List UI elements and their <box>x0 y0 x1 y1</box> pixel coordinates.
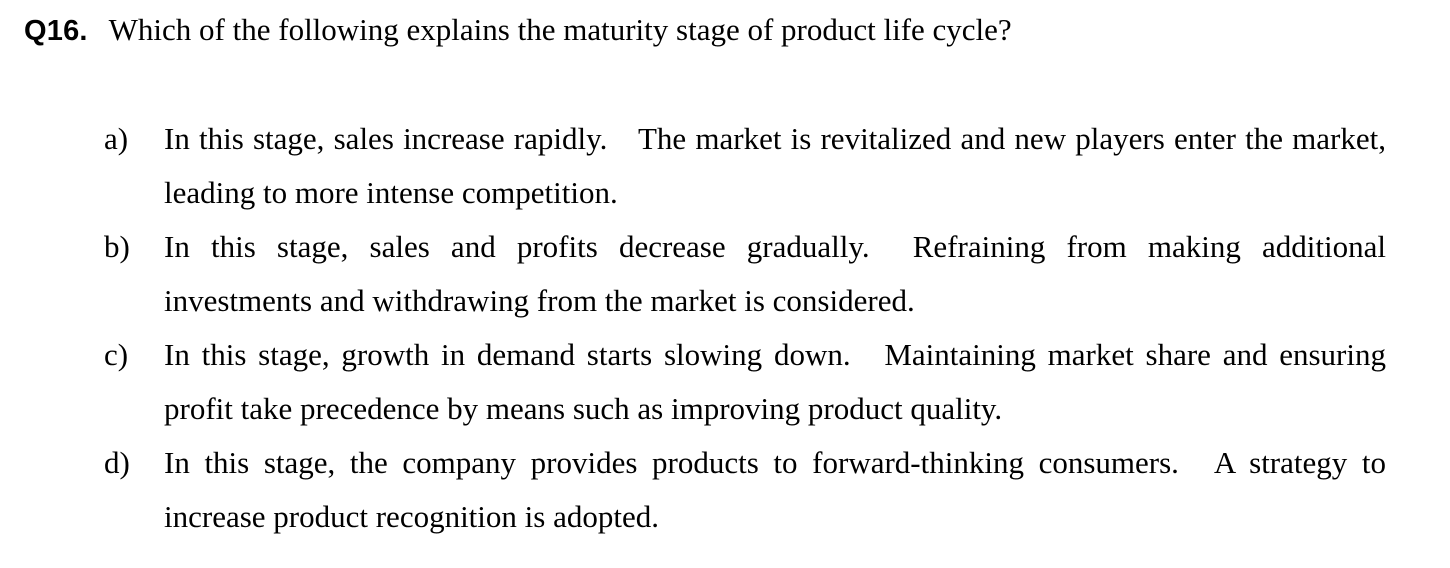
option-a-letter: a) <box>104 121 129 156</box>
question-number: Q16. <box>24 15 88 47</box>
option-c-sentence-2: Maintaining market share and ensuring pr… <box>164 337 1386 426</box>
option-d-sentence-2: A strategy to increase product recogniti… <box>164 445 1386 534</box>
option-a-sentence-1: In this stage, sales increase rapidly. <box>164 121 608 156</box>
answer-options: a) In this stage, sales increase rapidly… <box>104 112 1386 544</box>
option-d-sentence-1: In this stage, the company provides prod… <box>164 445 1179 480</box>
option-d-text: In this stage, the company provides prod… <box>164 436 1386 544</box>
option-c-sentence-1: In this stage, growth in demand starts s… <box>164 337 851 372</box>
question-text: Which of the following explains the matu… <box>108 12 1012 47</box>
question-header: Q16. Which of the following explains the… <box>24 12 1424 56</box>
option-d-letter: d) <box>104 445 130 480</box>
option-b-sentence-1: In this stage, sales and profits decreas… <box>164 229 870 264</box>
option-c-letter: c) <box>104 337 129 372</box>
option-c-text: In this stage, growth in demand starts s… <box>164 328 1386 436</box>
option-b-sentence-2: Refraining from making additional invest… <box>164 229 1386 318</box>
option-a-text: In this stage, sales increase rapidly. T… <box>164 112 1386 220</box>
option-b-text: In this stage, sales and profits decreas… <box>164 220 1386 328</box>
option-b-letter: b) <box>104 229 130 264</box>
option-a-sentence-2: The market is revitalized and new player… <box>164 121 1386 210</box>
option-d: d) In this stage, the company provides p… <box>104 436 1386 544</box>
option-b: b) In this stage, sales and profits decr… <box>104 220 1386 328</box>
option-c: c) In this stage, growth in demand start… <box>104 328 1386 436</box>
option-a: a) In this stage, sales increase rapidly… <box>104 112 1386 220</box>
